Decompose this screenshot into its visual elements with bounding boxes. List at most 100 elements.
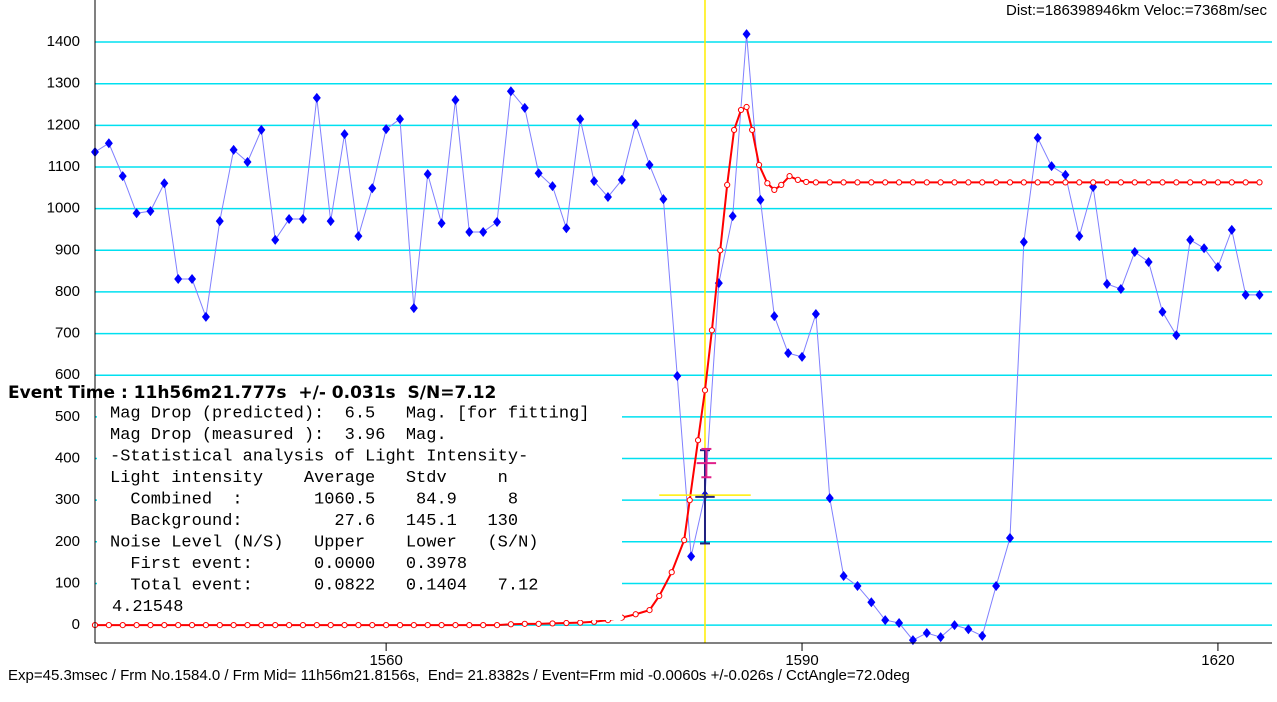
fit-point [1242, 179, 1249, 186]
stats-line: Total event: 0.0822 0.1404 7.12 [110, 576, 538, 595]
data-point [382, 124, 391, 135]
fit-point [656, 592, 663, 600]
data-point [770, 311, 779, 322]
data-point [285, 214, 294, 225]
y-tick-label: 100 [55, 574, 80, 591]
data-point [853, 580, 862, 591]
fit-point [1200, 179, 1208, 186]
fit-point [1020, 179, 1027, 186]
data-point [992, 580, 1001, 591]
data-point [1103, 279, 1112, 290]
fit-point [923, 179, 930, 186]
fit-point [383, 621, 390, 629]
fit-point [410, 621, 417, 629]
data-point [964, 624, 973, 635]
fit-point [731, 126, 738, 134]
fit-point [369, 621, 376, 629]
data-point [423, 169, 432, 180]
data-point [1213, 261, 1222, 272]
plot-layer [91, 0, 1264, 646]
data-point [590, 176, 599, 187]
fit-point [396, 621, 404, 629]
data-point [1158, 306, 1167, 317]
fit-point [909, 179, 917, 186]
fit-point [147, 621, 154, 629]
fit-point [507, 621, 515, 628]
fit-point [724, 181, 731, 189]
data-point [1061, 169, 1070, 180]
y-tick-label: 1000 [47, 200, 80, 217]
y-tick-label: 800 [55, 283, 80, 300]
data-point [312, 92, 321, 103]
fit-point [1214, 179, 1222, 186]
fit-point [826, 179, 833, 186]
data-point [368, 183, 377, 194]
y-tick-label: 700 [55, 325, 80, 342]
data-point [1186, 234, 1195, 245]
data-point [728, 211, 737, 222]
data-point [867, 597, 876, 608]
fit-point [1103, 179, 1111, 186]
data-point [229, 144, 238, 155]
fit-point [285, 621, 293, 629]
data-point [576, 114, 585, 125]
data-point [1130, 246, 1139, 257]
y-tick-label: 1300 [47, 75, 80, 92]
data-point [562, 223, 571, 234]
fit-point [161, 621, 168, 629]
fit-point [119, 621, 126, 629]
fit-point [681, 537, 688, 544]
data-point [1005, 533, 1014, 544]
data-point [146, 206, 155, 217]
fit-point [771, 186, 778, 194]
series-line [95, 105, 1260, 627]
data-point [493, 216, 502, 227]
data-point [1172, 330, 1181, 341]
fit-point [1256, 179, 1263, 186]
fit-point [668, 569, 675, 576]
fit-point [175, 621, 182, 629]
fit-point [882, 179, 889, 186]
fit-point [549, 620, 556, 627]
fit-point [1034, 179, 1041, 186]
data-point [1200, 243, 1209, 254]
overlay-layer: Mag Drop (predicted): 6.5 Mag. [for fitt… [110, 404, 751, 617]
data-point [742, 29, 751, 40]
fit-point [786, 173, 793, 180]
data-point [798, 351, 807, 362]
data-point [479, 226, 488, 237]
data-point [839, 570, 848, 581]
data-point [1144, 256, 1153, 267]
data-point [922, 628, 931, 639]
y-tick-label: 0 [72, 616, 80, 633]
data-point [1241, 289, 1250, 300]
stats-line: Light intensity Average Stdv n [110, 469, 508, 488]
footer-text: Exp=45.3msec / Frm No.1584.0 / Frm Mid= … [8, 667, 910, 684]
data-point [687, 551, 696, 562]
data-point [437, 218, 446, 229]
fit-point [1062, 179, 1069, 186]
fit-point [868, 179, 875, 186]
fit-point [466, 621, 473, 629]
fit-point [812, 179, 819, 186]
data-point [1116, 284, 1125, 295]
data-point [1075, 231, 1084, 242]
y-tick-label: 900 [55, 241, 80, 258]
fit-point [743, 103, 750, 111]
fit-point [521, 620, 528, 627]
x-tick-label: 1620 [1201, 652, 1234, 669]
data-point [881, 615, 890, 626]
fit-point [188, 621, 196, 629]
data-point [465, 226, 474, 237]
fit-point [535, 620, 542, 627]
data-point [548, 181, 557, 192]
stats-line: Combined : 1060.5 84.9 8 [110, 490, 518, 509]
fit-point [424, 621, 431, 629]
stats-line: First event: 0.0000 0.3978 [110, 555, 467, 574]
data-point [340, 129, 349, 140]
fit-point [577, 619, 584, 626]
stats-box [97, 402, 622, 620]
fit-point [1173, 179, 1180, 186]
fit-point [686, 497, 693, 504]
